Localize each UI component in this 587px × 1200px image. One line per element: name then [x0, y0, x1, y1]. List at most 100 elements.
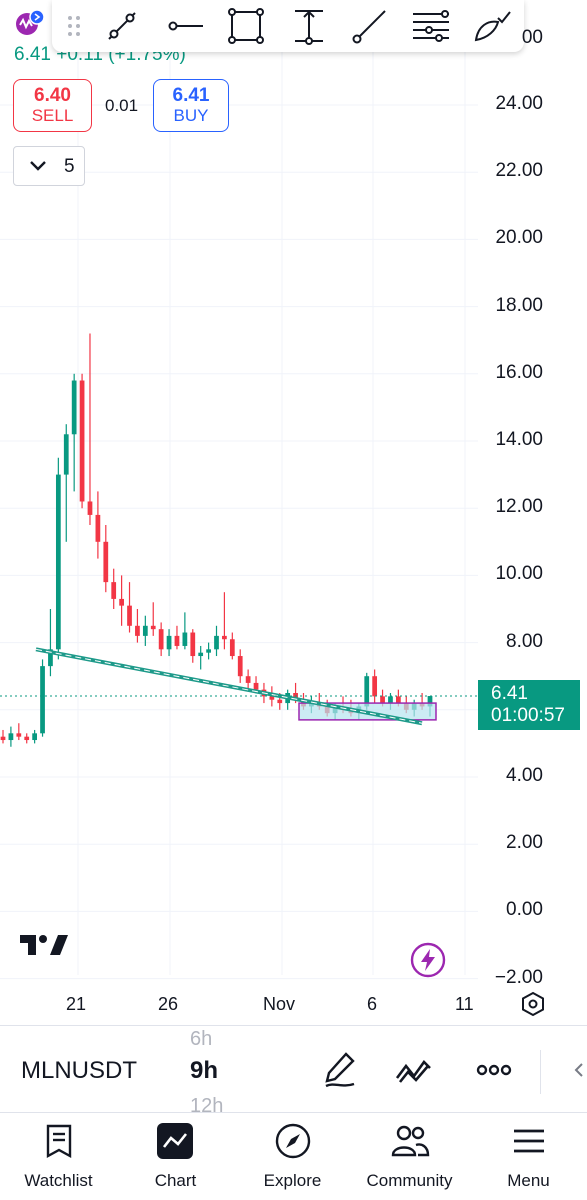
- indicator-count: 5: [64, 156, 75, 177]
- price-axis-label: 0.00: [506, 899, 543, 921]
- chart-settings-icon[interactable]: [519, 990, 547, 1018]
- pen-icon[interactable]: [322, 1050, 358, 1090]
- candle-body: [277, 699, 283, 704]
- price-range-icon[interactable]: [287, 4, 331, 48]
- candle-body: [142, 625, 148, 636]
- bottom-toolbar: MLNUSDT 6h 9h 12h: [0, 1025, 587, 1112]
- trend-line-icon[interactable]: [100, 4, 144, 48]
- bar-countdown: 01:00:57: [491, 705, 565, 726]
- last-price: 6.41: [491, 683, 528, 704]
- candle-body: [79, 380, 85, 502]
- sell-price: 6.40: [34, 85, 71, 106]
- chevron-down-icon: [30, 161, 46, 171]
- buy-label: BUY: [173, 106, 209, 125]
- candle-body: [166, 635, 172, 650]
- candle-body: [0, 736, 6, 741]
- price-axis-label: 4.00: [506, 765, 543, 786]
- candle-body: [190, 632, 196, 657]
- candle-body: [158, 629, 164, 650]
- tab-watchlist[interactable]: Watchlist: [0, 1113, 117, 1200]
- tab-chart[interactable]: Chart: [117, 1113, 234, 1200]
- price-axis-label: 10.00: [495, 563, 543, 585]
- ray-icon[interactable]: [348, 4, 392, 48]
- buy-button[interactable]: 6.41 BUY: [153, 79, 229, 132]
- price-axis-label: 16.00: [495, 361, 543, 383]
- candle-body: [32, 733, 38, 741]
- candle-body: [269, 696, 275, 700]
- candle-body: [55, 474, 61, 650]
- candle-body: [135, 625, 140, 636]
- lightning-icon[interactable]: [410, 942, 446, 978]
- candle-body: [395, 696, 401, 704]
- tab-menu[interactable]: Menu: [470, 1113, 587, 1200]
- chart-icon: [157, 1123, 193, 1159]
- spread-value: 0.01: [105, 96, 139, 115]
- price-axis-label: 8.00: [506, 630, 543, 652]
- parallel-channel-icon[interactable]: [409, 4, 453, 48]
- tab-label: Community: [366, 1171, 453, 1190]
- sell-label: SELL: [31, 106, 74, 125]
- candle-body: [380, 696, 385, 704]
- time-axis-label: Nov: [263, 994, 296, 1014]
- chart-canvas[interactable]: [0, 0, 587, 1040]
- last-price-tag: 6.41 01:00:57: [478, 680, 580, 730]
- tab-explore[interactable]: Explore: [234, 1113, 351, 1200]
- more-icon[interactable]: [476, 1062, 512, 1078]
- candle-body: [119, 598, 124, 606]
- horizontal-line-icon[interactable]: [163, 4, 207, 48]
- tab-label: Watchlist: [24, 1171, 93, 1190]
- community-icon: [391, 1125, 430, 1157]
- candle-body: [24, 736, 30, 741]
- price-axis-label: 14.00: [495, 429, 543, 450]
- price-axis-label-top: 00: [521, 27, 543, 48]
- candle-body: [16, 733, 22, 737]
- app-logo-icon: [16, 9, 45, 35]
- brush-icon[interactable]: [470, 4, 514, 48]
- templates-icon[interactable]: [394, 1054, 434, 1086]
- tradingview-logo-icon: [20, 935, 68, 955]
- drag-handle-icon[interactable]: [54, 4, 98, 48]
- time-axis-label: 26: [158, 994, 179, 1014]
- interval-prev[interactable]: 6h: [190, 1028, 213, 1050]
- candle-body: [372, 676, 378, 697]
- chevron-left-icon[interactable]: [572, 1062, 584, 1078]
- indicators-toggle[interactable]: 5: [13, 146, 85, 186]
- candle-body: [103, 541, 109, 583]
- time-axis-label: 6: [367, 994, 378, 1014]
- time-axis-label: 21: [66, 994, 87, 1014]
- candle-body: [127, 605, 132, 626]
- candle-body: [63, 434, 69, 475]
- drawing-toolbar: [52, 0, 524, 52]
- price-axis-label: −2.00: [494, 966, 543, 988]
- drawing-trendline-inner: [35, 648, 423, 724]
- bottom-tab-bar: Watchlist Chart Explore Community Menu: [0, 1112, 587, 1200]
- candle-body: [427, 696, 433, 707]
- price-axis-label: 2.00: [506, 832, 543, 854]
- rectangle-icon[interactable]: [224, 4, 268, 48]
- time-axis-label: 11: [455, 994, 474, 1014]
- candle-body: [206, 649, 211, 653]
- price-axis-label: 24.00: [495, 93, 543, 114]
- candle-body: [388, 696, 393, 704]
- price-axis-label: 12.00: [495, 496, 543, 518]
- candle-body: [198, 652, 204, 657]
- interval-selector[interactable]: 9h: [190, 1057, 219, 1084]
- tab-community[interactable]: Community: [351, 1113, 468, 1200]
- candle-body: [229, 639, 235, 657]
- candle-body: [150, 625, 156, 630]
- candle-body: [214, 635, 219, 650]
- divider: [0, 1025, 587, 1026]
- interval-next[interactable]: 12h: [190, 1095, 224, 1112]
- candle-body: [174, 635, 180, 646]
- tab-label: Menu: [507, 1171, 550, 1190]
- price-axis-label: 22.00: [495, 160, 543, 182]
- sell-button[interactable]: 6.40 SELL: [13, 79, 92, 132]
- buy-price: 6.41: [172, 85, 210, 106]
- symbol-button[interactable]: MLNUSDT: [21, 1057, 138, 1084]
- candle-body: [95, 514, 101, 542]
- watchlist-icon: [46, 1124, 72, 1159]
- candle-body: [364, 676, 370, 707]
- candle-body: [71, 380, 77, 435]
- candle-body: [237, 656, 243, 677]
- price-axis-label: 18.00: [495, 294, 543, 316]
